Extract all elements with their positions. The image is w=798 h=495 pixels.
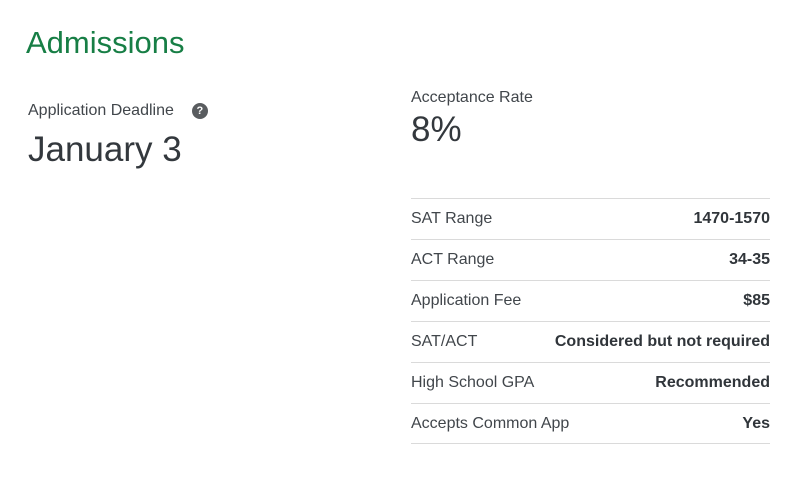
row-value: Considered but not required: [554, 333, 770, 351]
admissions-right-column: Acceptance Rate 8% SAT Range 1470-1570 A…: [411, 88, 770, 445]
table-row-accepts-common-app: Accepts Common App Yes: [411, 403, 770, 445]
table-row-sat-act: SAT/ACT Considered but not required: [411, 321, 770, 362]
application-deadline-stat: Application Deadline ? January 3: [28, 101, 208, 171]
application-deadline-value: January 3: [28, 130, 182, 170]
row-label: High School GPA: [411, 374, 535, 392]
row-label: SAT/ACT: [411, 333, 478, 351]
table-row-sat-range: SAT Range 1470-1570: [411, 198, 770, 239]
table-row-high-school-gpa: High School GPA Recommended: [411, 362, 770, 403]
row-label: Accepts Common App: [411, 414, 570, 432]
row-value: 34-35: [729, 251, 770, 269]
table-row-act-range: ACT Range 34-35: [411, 239, 770, 280]
question-mark-icon[interactable]: ?: [191, 102, 208, 119]
application-deadline-label: Application Deadline: [28, 102, 174, 119]
admissions-facts-table: SAT Range 1470-1570 ACT Range 34-35 Appl…: [411, 198, 770, 445]
row-label: ACT Range: [411, 251, 495, 269]
row-value: Yes: [742, 414, 770, 432]
acceptance-rate-label: Acceptance Rate: [411, 89, 533, 106]
acceptance-rate-stat: Acceptance Rate 8%: [411, 88, 770, 151]
row-value: Recommended: [655, 374, 770, 392]
row-label: Application Fee: [411, 292, 522, 310]
table-row-application-fee: Application Fee $85: [411, 280, 770, 321]
section-title: Admissions: [26, 25, 185, 60]
row-value: 1470-1570: [693, 210, 770, 228]
row-label: SAT Range: [411, 210, 493, 228]
acceptance-rate-value: 8%: [411, 110, 462, 150]
row-value: $85: [743, 292, 770, 310]
